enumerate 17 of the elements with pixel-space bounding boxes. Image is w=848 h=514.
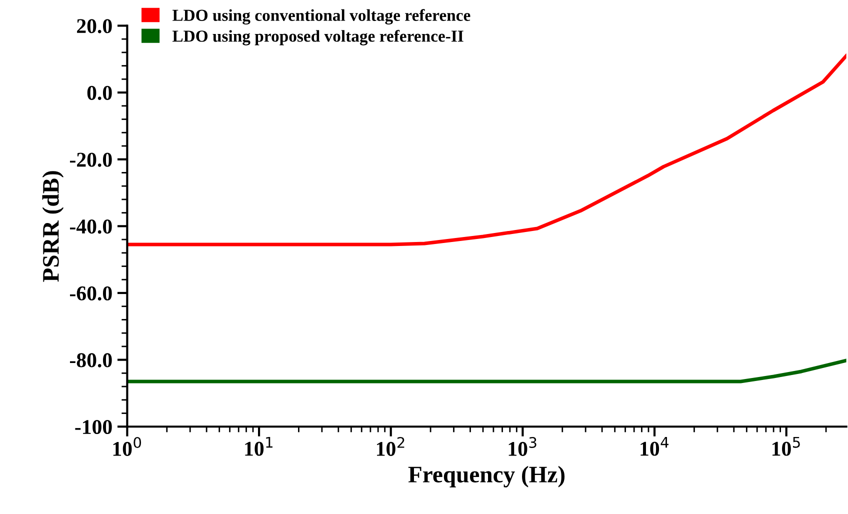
x-tick-label: 10$^{3}$: [508, 436, 536, 456]
x-tick-label: 10$^{5}$: [772, 436, 800, 456]
legend-label: LDO using proposed voltage reference-II: [172, 30, 464, 46]
y-tick-label: 20.0: [77, 19, 112, 34]
y-tick-label: -100: [75, 420, 112, 434]
x-tick-label: 10$^{4}$: [640, 436, 668, 456]
x-axis-title: Frequency (Hz): [408, 466, 565, 488]
y-tick-label: -60.0: [70, 286, 112, 301]
x-tick-label: 10$^{0}$: [113, 436, 142, 456]
legend-label: LDO using conventional voltage reference: [172, 9, 470, 24]
y-tick-label: -20.0: [70, 152, 112, 167]
y-tick-label: -80.0: [70, 353, 112, 368]
x-tick-label: 10$^{2}$: [377, 436, 404, 456]
y-tick-label: -40.0: [70, 220, 112, 234]
y-tick-label: 0.0: [87, 86, 112, 100]
y-axis-title: PSRR (dB): [42, 171, 64, 282]
x-tick-label: 10$^{1}$: [245, 436, 272, 456]
